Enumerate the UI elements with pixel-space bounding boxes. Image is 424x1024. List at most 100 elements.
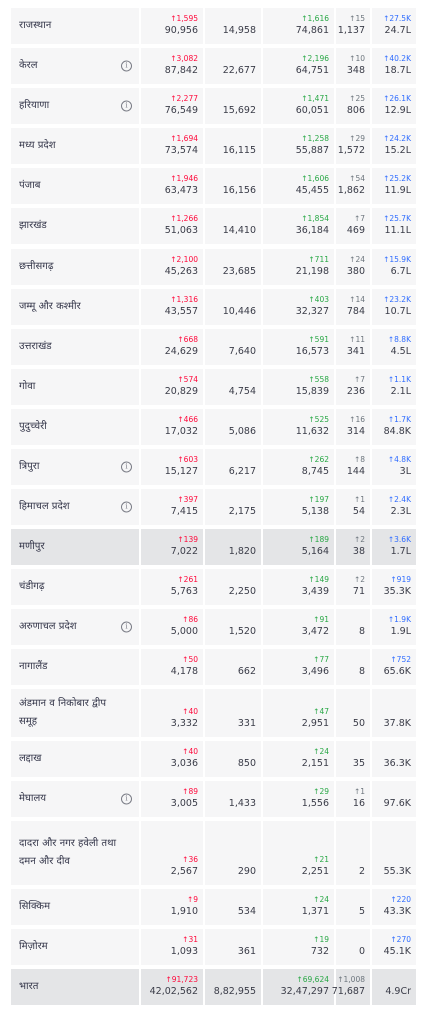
table-row[interactable]: गोवा ↑574 20,829 4,754 ↑558 15,839 ↑7 23… (0, 369, 424, 405)
table-row[interactable]: मिज़ोरम ↑31 1,093 361 ↑19 732 0 ↑270 45.… (0, 929, 424, 965)
tested-delta: ↑3.6K (387, 535, 411, 544)
state-cell[interactable]: पुदुच्चेरी (11, 409, 139, 445)
state-cell[interactable]: लद्दाख (11, 741, 139, 777)
confirmed-cell: ↑31 1,093 (141, 929, 203, 965)
state-cell[interactable]: जम्मू और कश्मीर (11, 289, 139, 325)
deceased-value: 806 (346, 105, 365, 116)
tested-cell: ↑24.2K 15.2L (372, 128, 416, 164)
recovered-delta: ↑591 (308, 335, 329, 344)
table-row[interactable]: नागालैंड ↑50 4,178 662 ↑77 3,496 8 ↑752 … (0, 649, 424, 685)
recovered-value: 2,951 (301, 718, 329, 729)
table-row[interactable]: पुदुच्चेरी ↑466 17,032 5,086 ↑525 11,632… (0, 409, 424, 445)
table-row[interactable]: राजस्थान ↑1,595 90,956 14,958 ↑1,616 74,… (0, 8, 424, 44)
state-cell[interactable]: राजस्थान (11, 8, 139, 44)
state-name: पंजाब (19, 180, 41, 191)
active-value: 534 (237, 906, 256, 917)
tested-delta: ↑24.2K (383, 134, 411, 143)
tested-cell: ↑25.7K 11.1L (372, 208, 416, 244)
recovered-delta: ↑149 (308, 575, 329, 584)
state-cell[interactable]: अरुणाचल प्रदेश i (11, 609, 139, 645)
recovered-delta: ↑711 (308, 255, 329, 264)
table-row[interactable]: मध्य प्रदेश ↑1,694 73,574 16,115 ↑1,258 … (0, 128, 424, 164)
recovered-value: 2,151 (301, 758, 329, 769)
state-name: राजस्थान (19, 20, 52, 31)
info-icon[interactable]: i (121, 461, 132, 473)
table-row[interactable]: भारत ↑91,723 42,02,562 8,82,955 ↑69,624 … (0, 969, 424, 1005)
confirmed-cell: ↑36 2,567 (141, 821, 203, 885)
state-cell[interactable]: मध्य प्रदेश (11, 128, 139, 164)
info-icon[interactable]: i (121, 60, 132, 72)
deceased-cell: 0 (336, 929, 370, 965)
recovered-cell: ↑24 1,371 (263, 889, 334, 925)
table-row[interactable]: पंजाब ↑1,946 63,473 16,156 ↑1,606 45,455… (0, 168, 424, 204)
state-cell[interactable]: चंडीगढ़ (11, 569, 139, 605)
state-cell[interactable]: पंजाब (11, 168, 139, 204)
table-row[interactable]: मेघालय i ↑89 3,005 1,433 ↑29 1,556 ↑1 16… (0, 781, 424, 817)
deceased-value: 71,687 (331, 986, 365, 997)
deceased-delta: ↑25 (349, 94, 365, 103)
confirmed-delta: ↑89 (182, 787, 198, 796)
state-cell[interactable]: केरल i (11, 48, 139, 84)
recovered-cell: ↑1,258 55,887 (263, 128, 334, 164)
tested-value: 15.2L (384, 145, 411, 156)
state-cell[interactable]: अंडमान व निकोबार द्वीप समूह (11, 689, 139, 737)
state-cell[interactable]: मणीपुर (11, 529, 139, 565)
deceased-value: 5 (358, 906, 365, 917)
tested-cell: ↑1.1K 2.1L (372, 369, 416, 405)
tested-cell: ↑23.2K 10.7L (372, 289, 416, 325)
info-icon[interactable]: i (121, 501, 132, 513)
table-row[interactable]: झारखंड ↑1,266 51,063 14,410 ↑1,854 36,18… (0, 208, 424, 244)
deceased-value: 2 (358, 866, 365, 877)
recovered-cell: ↑77 3,496 (263, 649, 334, 685)
table-row[interactable]: हिमाचल प्रदेश i ↑397 7,415 2,175 ↑197 5,… (0, 489, 424, 525)
active-value: 6,217 (228, 466, 256, 477)
table-row[interactable]: छत्तीसगढ़ ↑2,100 45,263 23,685 ↑711 21,1… (0, 249, 424, 285)
confirmed-value: 7,022 (170, 546, 198, 557)
confirmed-value: 5,763 (170, 586, 198, 597)
state-cell[interactable]: नागालैंड (11, 649, 139, 685)
table-row[interactable]: उत्तराखंड ↑668 24,629 7,640 ↑591 16,573 … (0, 329, 424, 365)
table-row[interactable]: जम्मू और कश्मीर ↑1,316 43,557 10,446 ↑40… (0, 289, 424, 325)
info-icon[interactable]: i (121, 793, 132, 805)
table-row[interactable]: केरल i ↑3,082 87,842 22,677 ↑2,196 64,75… (0, 48, 424, 84)
state-cell[interactable]: सिक्किम (11, 889, 139, 925)
table-row[interactable]: हरियाणा i ↑2,277 76,549 15,692 ↑1,471 60… (0, 88, 424, 124)
table-row[interactable]: सिक्किम ↑9 1,910 534 ↑24 1,371 5 ↑220 43… (0, 889, 424, 925)
recovered-delta: ↑189 (308, 535, 329, 544)
state-cell[interactable]: हिमाचल प्रदेश i (11, 489, 139, 525)
table-row[interactable]: त्रिपुरा i ↑603 15,127 6,217 ↑262 8,745 … (0, 449, 424, 485)
state-cell[interactable]: मेघालय i (11, 781, 139, 817)
active-cell: 662 (205, 649, 261, 685)
state-cell[interactable]: गोवा (11, 369, 139, 405)
state-name: हरियाणा (19, 100, 50, 111)
recovered-value: 3,496 (301, 666, 329, 677)
state-cell[interactable]: झारखंड (11, 208, 139, 244)
table-row[interactable]: मणीपुर ↑139 7,022 1,820 ↑189 5,164 ↑2 38… (0, 529, 424, 565)
deceased-value: 469 (346, 225, 365, 236)
table-row[interactable]: चंडीगढ़ ↑261 5,763 2,250 ↑149 3,439 ↑2 7… (0, 569, 424, 605)
deceased-cell: ↑1,008 71,687 (332, 969, 370, 1005)
state-cell[interactable]: भारत (11, 969, 139, 1005)
confirmed-value: 76,549 (164, 105, 198, 116)
tested-cell: ↑27.5K 24.7L (372, 8, 416, 44)
deceased-cell: 2 (336, 821, 370, 885)
state-cell[interactable]: दादरा और नगर हवेली तथा दमन और दीव (11, 821, 139, 885)
info-icon[interactable]: i (121, 621, 132, 633)
table-row[interactable]: लद्दाख ↑40 3,036 850 ↑24 2,151 35 36.3K (0, 741, 424, 777)
table-row[interactable]: अरुणाचल प्रदेश i ↑86 5,000 1,520 ↑91 3,4… (0, 609, 424, 645)
deceased-value: 314 (346, 426, 365, 437)
state-cell[interactable]: मिज़ोरम (11, 929, 139, 965)
table-row[interactable]: दादरा और नगर हवेली तथा दमन और दीव ↑36 2,… (0, 821, 424, 885)
state-cell[interactable]: छत्तीसगढ़ (11, 249, 139, 285)
info-icon[interactable]: i (121, 100, 132, 112)
confirmed-cell: ↑9 1,910 (141, 889, 203, 925)
state-cell[interactable]: हरियाणा i (11, 88, 139, 124)
active-value: 290 (237, 866, 256, 877)
tested-delta: ↑752 (390, 655, 411, 664)
table-row[interactable]: अंडमान व निकोबार द्वीप समूह ↑40 3,332 33… (0, 689, 424, 737)
state-cell[interactable]: उत्तराखंड (11, 329, 139, 365)
active-cell: 6,217 (205, 449, 261, 485)
tested-cell: ↑40.2K 18.7L (372, 48, 416, 84)
state-cell[interactable]: त्रिपुरा i (11, 449, 139, 485)
deceased-value: 1,862 (337, 185, 365, 196)
